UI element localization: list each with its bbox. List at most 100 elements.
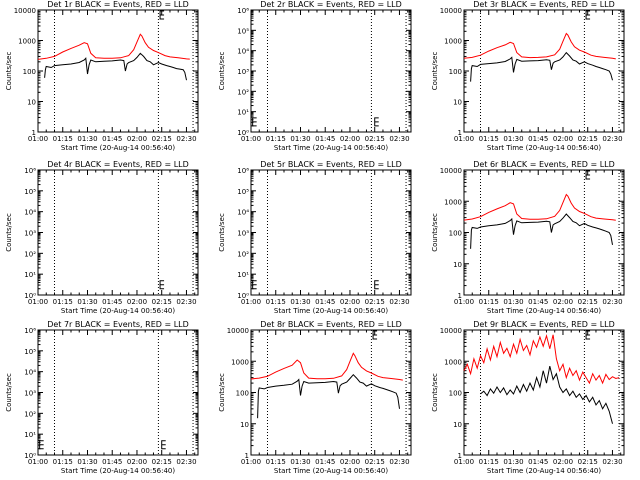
y-tick-label: 10⁵ bbox=[237, 27, 249, 35]
bracket-marker bbox=[372, 330, 378, 340]
x-tick-label: 01:45 bbox=[528, 135, 548, 143]
y-tick-label: 10⁵ bbox=[237, 188, 249, 196]
x-tick-label: 01:00 bbox=[454, 135, 474, 143]
y-tick-label: 1 bbox=[245, 452, 249, 460]
bracket-marker bbox=[585, 10, 591, 20]
y-tick-label: 10³ bbox=[24, 230, 36, 238]
y-axis-label: Counts/sec bbox=[5, 373, 13, 412]
panel-title: Det 6r BLACK = Events, RED = LLD bbox=[473, 160, 615, 169]
plot-frame bbox=[463, 329, 625, 456]
y-axis-label: Counts/sec bbox=[431, 52, 439, 91]
y-tick-label: 10⁴ bbox=[24, 209, 36, 217]
x-tick-label: 01:15 bbox=[53, 458, 73, 466]
x-tick-label: 01:30 bbox=[290, 458, 310, 466]
x-tick-label: 02:00 bbox=[340, 135, 360, 143]
y-tick-label: 1000 bbox=[444, 358, 462, 366]
x-tick-label: 02:30 bbox=[389, 135, 409, 143]
x-tick-label: 02:00 bbox=[553, 298, 573, 306]
y-tick-label: 100 bbox=[236, 390, 249, 398]
x-tick-label: 01:15 bbox=[266, 458, 286, 466]
plot-frame bbox=[463, 169, 625, 296]
panel-title: Det 7r BLACK = Events, RED = LLD bbox=[47, 320, 189, 329]
y-tick-label: 10⁶ bbox=[24, 167, 36, 175]
x-tick-label: 01:00 bbox=[28, 458, 48, 466]
x-tick-label: 02:00 bbox=[340, 458, 360, 466]
x-tick-label: 02:00 bbox=[127, 458, 147, 466]
x-axis-label: Start Time (20-Aug-14 00:56:40) bbox=[487, 307, 601, 315]
y-tick-label: 10² bbox=[24, 250, 36, 258]
y-tick-label: 10⁰ bbox=[237, 129, 249, 137]
x-tick-label: 01:30 bbox=[77, 135, 97, 143]
x-tick-label: 02:15 bbox=[365, 135, 385, 143]
y-axis-label: Counts/sec bbox=[431, 373, 439, 412]
x-tick-label: 01:00 bbox=[241, 458, 261, 466]
y-axis-label: Counts/sec bbox=[218, 213, 226, 252]
plot-frame bbox=[463, 9, 625, 133]
y-axis-label: Counts/sec bbox=[218, 373, 226, 412]
x-tick-label: 02:00 bbox=[127, 135, 147, 143]
x-tick-label: 02:30 bbox=[176, 458, 196, 466]
x-tick-label: 01:00 bbox=[241, 298, 261, 306]
detector-panel-2: Det 2r BLACK = Events, RED = LLD 10⁰ 10¹ 10… bbox=[218, 0, 412, 152]
x-tick-label: 02:15 bbox=[365, 298, 385, 306]
y-tick-label: 10¹ bbox=[237, 271, 249, 279]
events-rate-line bbox=[470, 213, 613, 249]
x-tick-label: 02:15 bbox=[365, 458, 385, 466]
detector-panel-9: Det 9r BLACK = Events, RED = LLD 1 10 100 10… bbox=[431, 320, 625, 475]
x-tick-label: 01:45 bbox=[102, 458, 122, 466]
bracket-marker bbox=[585, 330, 591, 340]
x-tick-label: 01:45 bbox=[528, 458, 548, 466]
y-axis-label: Counts/sec bbox=[218, 52, 226, 91]
x-axis-label: Start Time (20-Aug-14 00:56:40) bbox=[274, 307, 388, 315]
y-tick-label: 10000 bbox=[440, 7, 462, 15]
x-tick-label: 02:30 bbox=[602, 458, 622, 466]
panel-title: Det 2r BLACK = Events, RED = LLD bbox=[260, 0, 402, 9]
panel-title: Det 8r BLACK = Events, RED = LLD bbox=[260, 320, 402, 329]
y-tick-label: 10000 bbox=[440, 327, 462, 335]
lld-rate-line bbox=[463, 333, 620, 385]
y-tick-label: 10¹ bbox=[24, 431, 36, 439]
events-rate-line bbox=[470, 51, 613, 82]
x-tick-label: 02:15 bbox=[578, 135, 598, 143]
detector-panel-7: Det 7r BLACK = Events, RED = LLD 10⁰ 10¹ 10… bbox=[5, 320, 199, 475]
y-tick-label: 10¹ bbox=[237, 109, 249, 117]
y-tick-label: 10² bbox=[237, 88, 249, 96]
x-tick-label: 02:15 bbox=[152, 458, 172, 466]
y-axis-label: Counts/sec bbox=[431, 213, 439, 252]
x-tick-label: 01:00 bbox=[454, 458, 474, 466]
y-tick-label: 1 bbox=[458, 452, 462, 460]
x-tick-label: 01:15 bbox=[479, 458, 499, 466]
bracket-marker bbox=[585, 170, 591, 180]
y-tick-label: 10⁵ bbox=[24, 188, 36, 196]
y-tick-label: 10⁵ bbox=[24, 348, 36, 356]
y-tick-label: 10⁶ bbox=[237, 7, 249, 15]
x-tick-label: 01:45 bbox=[315, 458, 335, 466]
bracket-marker bbox=[374, 117, 379, 127]
lld-rate-line bbox=[37, 33, 190, 60]
lld-rate-line bbox=[250, 352, 403, 381]
bracket-marker bbox=[159, 280, 165, 290]
y-tick-label: 10³ bbox=[237, 230, 249, 238]
y-tick-label: 10 bbox=[27, 99, 36, 107]
y-tick-label: 10 bbox=[453, 261, 462, 269]
y-tick-label: 10⁴ bbox=[237, 209, 249, 217]
x-axis-label: Start Time (20-Aug-14 00:56:40) bbox=[487, 144, 601, 152]
x-axis-label: Start Time (20-Aug-14 00:56:40) bbox=[61, 467, 175, 475]
x-tick-label: 02:15 bbox=[578, 458, 598, 466]
y-tick-label: 10 bbox=[240, 421, 249, 429]
x-tick-label: 01:30 bbox=[290, 298, 310, 306]
x-tick-label: 01:30 bbox=[503, 458, 523, 466]
x-tick-label: 01:00 bbox=[454, 298, 474, 306]
x-axis-label: Start Time (20-Aug-14 00:56:40) bbox=[274, 467, 388, 475]
x-tick-label: 02:00 bbox=[340, 298, 360, 306]
x-tick-label: 02:30 bbox=[176, 298, 196, 306]
y-axis-label: Counts/sec bbox=[5, 52, 13, 91]
panel-title: Det 9r BLACK = Events, RED = LLD bbox=[473, 320, 615, 329]
y-tick-label: 10⁴ bbox=[237, 48, 249, 56]
y-tick-label: 1000 bbox=[18, 38, 36, 46]
x-tick-label: 01:30 bbox=[503, 298, 523, 306]
x-axis-label: Start Time (20-Aug-14 00:56:40) bbox=[61, 144, 175, 152]
bracket-marker bbox=[159, 10, 165, 20]
x-tick-label: 01:00 bbox=[28, 298, 48, 306]
